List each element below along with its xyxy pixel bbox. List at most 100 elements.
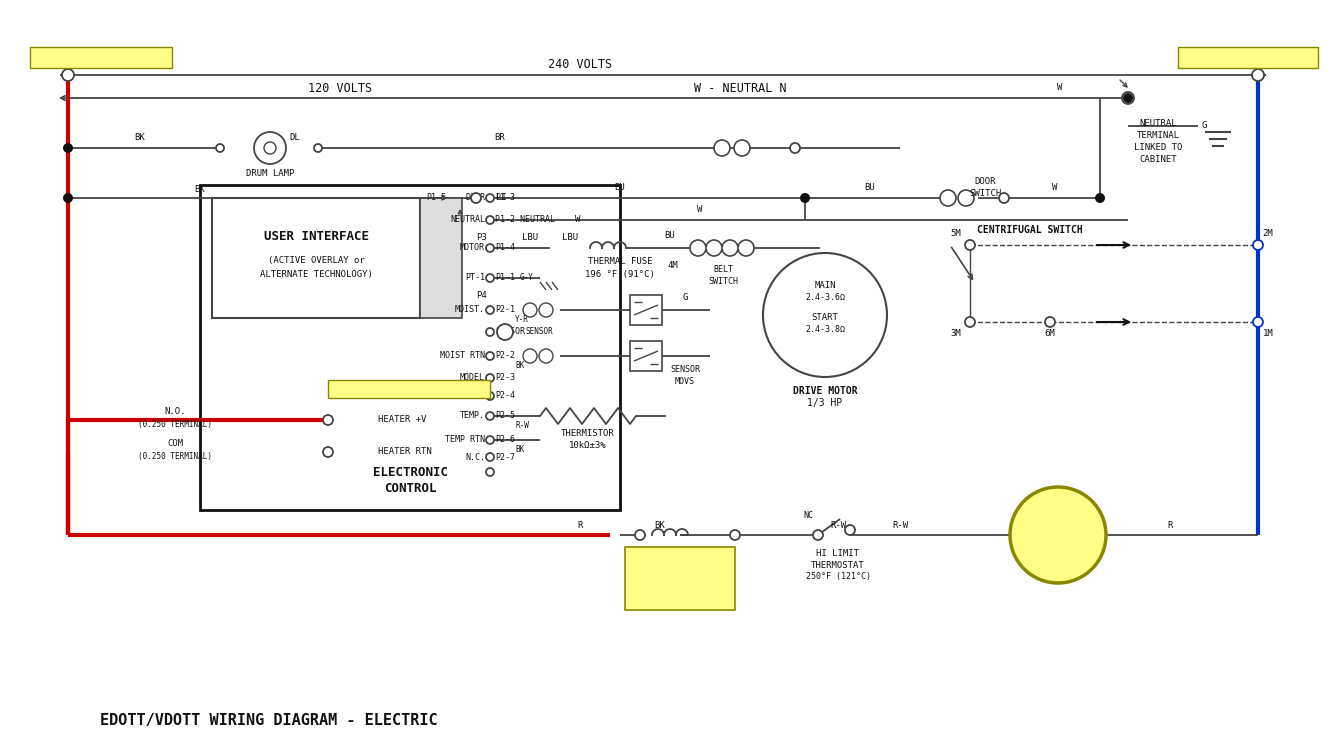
Text: SENSOR: SENSOR [495,328,525,336]
Text: LBU: LBU [522,233,537,242]
Circle shape [253,132,287,164]
Text: HEATER +V: HEATER +V [378,416,426,425]
Text: W: W [697,205,703,214]
Text: SENSOR: SENSOR [525,328,553,336]
Text: HEATER RTN: HEATER RTN [378,448,431,456]
Text: DRUM LAMP: DRUM LAMP [245,168,295,178]
Text: 7.8-11.8Ω: 7.8-11.8Ω [1034,545,1083,554]
Text: 2M: 2M [1262,228,1274,238]
Circle shape [486,274,494,282]
Circle shape [636,530,645,540]
Circle shape [486,328,494,336]
Text: (TCO): (TCO) [666,580,694,590]
Text: MODEL RTN: MODEL RTN [441,391,484,400]
Text: 6M: 6M [1044,330,1055,339]
Text: MOIST RTN: MOIST RTN [441,351,484,361]
Bar [200,185,620,510]
Text: BU: BU [865,184,876,193]
Text: EDOTT/VDOTT WIRING DIAGRAM - ELECTRIC: EDOTT/VDOTT WIRING DIAGRAM - ELECTRIC [100,713,438,728]
Text: CABINET: CABINET [1139,155,1177,164]
Text: G: G [682,293,687,302]
Text: W: W [1058,84,1063,93]
Text: BU: BU [614,184,625,193]
Circle shape [734,140,750,156]
Text: CUT-OFF: CUT-OFF [661,568,699,577]
Text: ALTERNATE TECHNOLOGY): ALTERNATE TECHNOLOGY) [260,270,373,279]
Text: LBU: LBU [561,233,579,242]
Circle shape [523,303,537,317]
Text: W - NEUTRAL N: W - NEUTRAL N [694,82,787,95]
Text: P2-3: P2-3 [495,373,515,382]
Text: P2-2: P2-2 [495,351,515,361]
Circle shape [216,144,224,152]
Circle shape [486,436,494,444]
Text: 4M: 4M [667,262,678,270]
Text: NEUTRAL: NEUTRAL [450,216,484,225]
Circle shape [62,143,73,153]
Bar [1178,47,1318,68]
Circle shape [940,190,955,206]
Circle shape [498,324,514,340]
Text: R-W: R-W [829,520,847,530]
Text: USER INTERFACE: USER INTERFACE [264,230,369,242]
Circle shape [539,349,553,363]
Text: CONTROL: CONTROL [384,482,437,494]
Circle shape [845,525,855,535]
Bar [328,380,490,398]
Text: HEATER RELAY: HEATER RELAY [374,384,445,394]
Text: LI: LI [496,193,507,202]
Circle shape [486,216,494,224]
Circle shape [722,240,738,256]
Text: W: W [1052,184,1058,193]
Text: BK: BK [654,520,665,530]
Text: 1/3 HP: 1/3 HP [807,398,843,408]
Text: P2-5: P2-5 [495,411,515,420]
Bar [421,198,462,318]
Text: COM: COM [167,439,183,448]
Circle shape [523,349,537,363]
Text: TERMINAL: TERMINAL [1136,130,1180,139]
Text: P2-1: P2-1 [495,305,515,314]
Text: MAIN: MAIN [815,281,836,290]
Circle shape [486,468,494,476]
Text: 196 °F (91°C): 196 °F (91°C) [585,270,656,279]
Text: R: R [1168,520,1173,530]
Circle shape [1044,317,1055,327]
Text: SWITCH: SWITCH [969,190,1001,199]
Text: R-W: R-W [892,520,908,530]
Circle shape [738,240,754,256]
Text: BK: BK [515,361,524,370]
Text: 250°F (121°C): 250°F (121°C) [805,573,871,582]
Circle shape [763,253,886,377]
Text: THERMISTOR: THERMISTOR [561,430,614,439]
Text: 120 VOLTS: 120 VOLTS [308,82,372,95]
Text: 240 VOLTS: 240 VOLTS [548,59,612,71]
Text: START: START [812,313,839,322]
Text: W: W [575,216,580,225]
Circle shape [813,530,823,540]
Circle shape [999,193,1009,203]
Circle shape [539,303,553,317]
Circle shape [486,412,494,420]
Text: 10kΩ±3%: 10kΩ±3% [569,442,606,451]
Text: BK: BK [134,133,146,142]
Text: BU: BU [665,231,675,241]
Circle shape [264,142,276,154]
Text: MOIST.: MOIST. [455,305,484,314]
Text: BK: BK [515,445,524,453]
Circle shape [486,194,494,202]
Text: MODEL: MODEL [460,373,484,382]
Text: SENSOR: SENSOR [670,365,701,374]
Text: 350°F (176°C): 350°F (176°C) [648,594,713,603]
Text: DL: DL [289,133,300,142]
Bar [625,547,735,610]
Circle shape [714,140,730,156]
Circle shape [322,447,333,457]
Circle shape [1123,93,1133,103]
Text: MOVS: MOVS [675,377,695,387]
Text: 5M: 5M [950,228,961,238]
Text: SWITCH: SWITCH [709,276,738,285]
Circle shape [965,240,975,250]
Circle shape [314,144,322,152]
Circle shape [486,453,494,461]
